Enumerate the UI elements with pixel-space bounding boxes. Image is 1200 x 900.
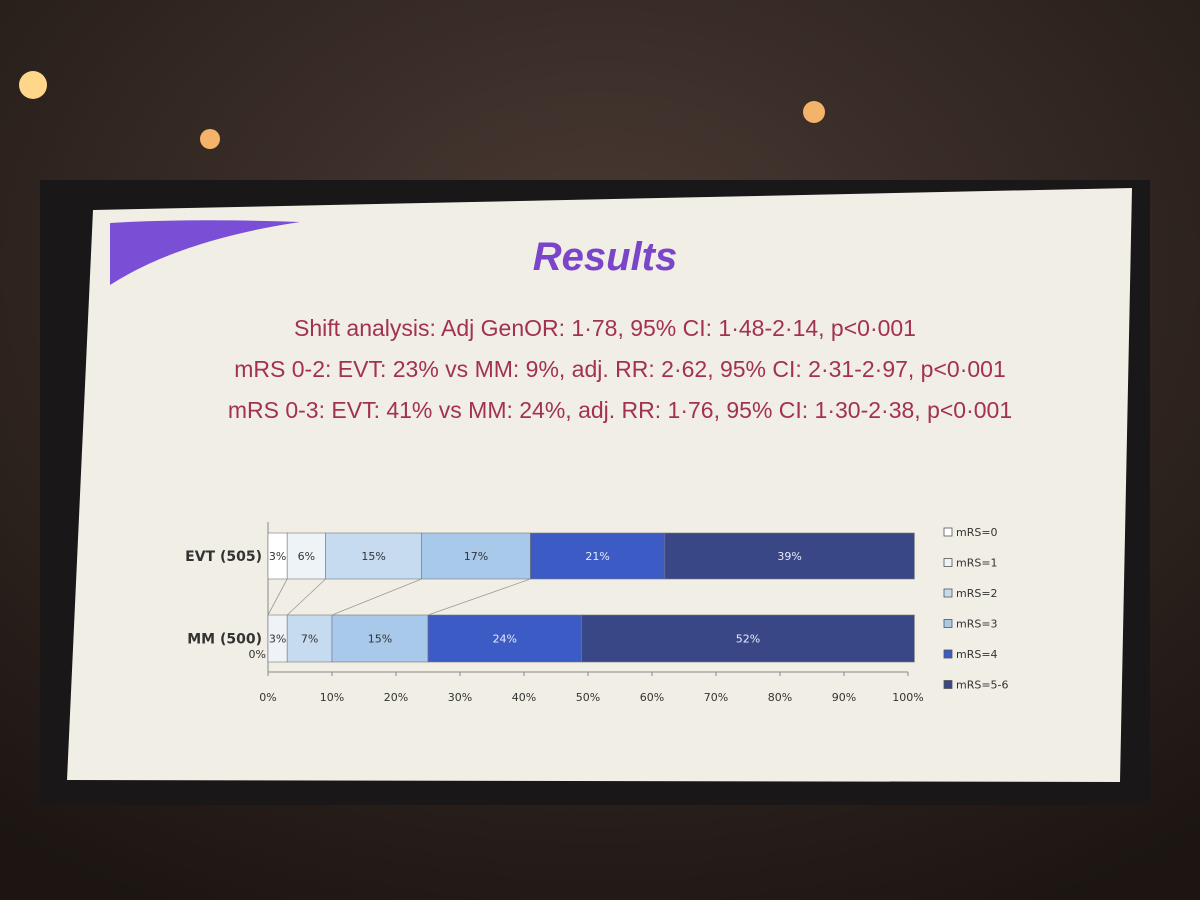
legend-label: mRS=3 <box>956 618 998 631</box>
value-label: 3% <box>269 633 286 646</box>
connector <box>286 578 326 616</box>
value-label: 39% <box>777 550 801 563</box>
legend-label: mRS=5-6 <box>956 679 1009 692</box>
x-tick-label: 10% <box>320 691 344 704</box>
value-label: 17% <box>464 550 488 563</box>
legend-swatch <box>943 680 953 689</box>
value-label: 21% <box>585 550 609 563</box>
ceiling-light <box>803 101 825 123</box>
x-tick-label: 60% <box>640 691 664 704</box>
x-tick-label: 30% <box>448 691 472 704</box>
chart: 0% 10% 20% 30% 40% 50% 60% 70% 80% 90% 100% EVT (50… <box>185 522 1009 704</box>
legend-label: mRS=0 <box>956 526 998 539</box>
x-tick-label: 80% <box>768 691 792 704</box>
category-label: EVT (505) <box>185 549 262 565</box>
x-tick-label: 40% <box>512 691 536 704</box>
x-tick-label: 50% <box>576 691 600 704</box>
legend-swatch <box>943 619 953 628</box>
bar-segment <box>286 532 326 580</box>
bar-segment <box>325 532 422 580</box>
legend-swatch <box>943 527 953 537</box>
legend-label: mRS=2 <box>956 587 998 600</box>
annotation: mRS 0-3: EVT: 41% vs MM: 24%, adj. RR: 1… <box>228 397 1012 423</box>
bar-segment <box>664 532 915 580</box>
legend-swatch <box>943 649 953 659</box>
category-label: MM (500) <box>187 632 262 648</box>
value-label: 15% <box>361 550 385 563</box>
value-label: 24% <box>493 633 517 646</box>
connector <box>267 578 288 616</box>
value-label: 7% <box>301 633 318 646</box>
x-tick-label: 0% <box>259 691 276 704</box>
bar-segment <box>581 614 915 663</box>
slide-title: Results <box>533 235 678 279</box>
connector <box>427 578 531 616</box>
value-label: 0% <box>249 648 266 661</box>
bar-segment <box>286 614 333 663</box>
value-label: 3% <box>269 550 286 563</box>
bar-segment <box>530 532 666 580</box>
bar-segment <box>421 532 531 580</box>
bar-segment <box>331 614 429 663</box>
value-label: 15% <box>368 633 392 646</box>
legend-swatch <box>943 588 953 598</box>
legend-label: mRS=1 <box>956 557 998 570</box>
value-label: 52% <box>736 633 760 646</box>
legend-swatch <box>943 558 953 567</box>
annotation: mRS 0-2: EVT: 23% vs MM: 9%, adj. RR: 2·… <box>234 356 1005 382</box>
x-tick-label: 90% <box>832 691 856 704</box>
x-tick-label: 70% <box>704 691 728 704</box>
x-tick-label: 100% <box>892 691 923 704</box>
ceiling-light <box>19 71 47 99</box>
slide-decoration <box>110 220 300 285</box>
ceiling-light <box>200 129 220 149</box>
connector <box>331 578 422 616</box>
value-label: 6% <box>298 550 315 563</box>
x-tick-label: 20% <box>384 691 408 704</box>
bar-segment <box>427 614 582 663</box>
annotation: Shift analysis: Adj GenOR: 1·78, 95% CI:… <box>294 315 916 341</box>
legend-label: mRS=4 <box>956 648 998 661</box>
